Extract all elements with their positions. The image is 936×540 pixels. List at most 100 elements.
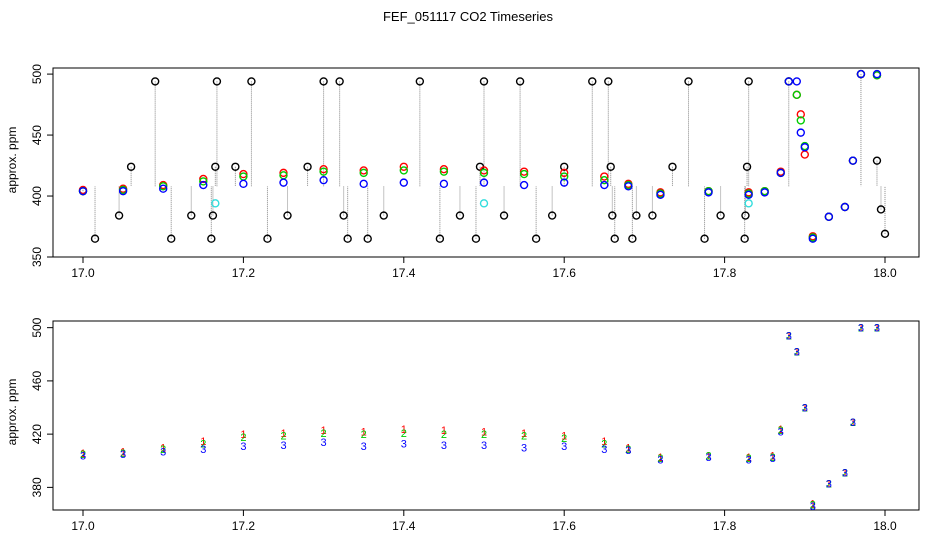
bottom-point-label: 1 [280,428,286,440]
bottom-point-label: 2 [874,323,880,335]
top-x-tick-label: 17.8 [713,266,737,280]
top-point-red [399,162,408,171]
top-point-blue [359,179,368,189]
bottom-point-label: 2 [481,429,487,441]
top-point-red [519,167,529,176]
bottom-point-label: 2 [794,347,800,359]
top-point-red [199,174,208,184]
bottom-point-label: 3 [874,323,880,335]
bottom-point-label: 2 [120,448,126,460]
top-point-black [499,211,509,220]
bottom-point-label: 2 [705,450,711,462]
bottom-point-label: 3 [746,454,752,466]
top-point-black [740,234,749,243]
top-point-green [479,168,489,178]
top-point-black [716,211,725,220]
bottom-point-label: 2 [361,429,367,441]
bottom-x-tick-label: 17.8 [713,519,737,533]
bottom-point-label: 3 [80,450,86,462]
bottom-point-label: 2 [802,403,808,415]
top-point-black [515,77,525,86]
top-point-black [335,77,344,86]
top-point-blue [118,186,128,196]
bottom-y-axis: 380 420 460 500 [30,317,53,497]
bottom-point-label: 2 [321,428,327,440]
top-plot-frame [52,67,920,258]
bottom-point-label: 2 [240,432,246,444]
top-point-black [876,205,886,214]
top-point-blue [840,202,850,212]
top-point-blue [872,69,882,79]
bottom-point-label: 1 [826,478,832,490]
bottom-point-label: 3 [441,440,447,452]
top-point-black [531,234,541,243]
bottom-point-label: 3 [705,452,711,464]
top-point-black [363,234,372,243]
bottom-point-label: 3 [810,501,816,513]
bottom-point-label: 2 [200,438,206,450]
bottom-plot-frame [52,320,920,511]
bottom-point-label: 1 [850,417,856,429]
bottom-x-tick-label: 17.0 [71,519,95,533]
top-point-black [303,162,312,171]
top-point-black [560,162,569,171]
bottom-point-label: 2 [160,444,166,456]
top-point-blue [784,77,793,86]
top-point-green [792,90,801,100]
top-x-axis: 17.0 17.2 17.4 17.6 17.8 18.0 [71,257,897,280]
bottom-point-label: 1 [794,347,800,359]
top-point-blue [439,179,449,189]
top-point-blue [560,178,569,187]
top-point-black [379,211,388,220]
top-point-blue [808,234,818,243]
top-point-black [606,162,615,171]
top-point-blue [776,168,785,178]
top-point-green [560,172,569,181]
top-point-black [167,234,176,243]
top-point-blue [600,180,609,190]
top-point-green [158,182,168,191]
top-point-black [90,234,100,243]
bottom-y-tick-label: 380 [30,477,44,497]
top-point-black [211,162,220,171]
bottom-point-label: 3 [802,403,808,415]
top-point-black [668,162,677,171]
bottom-point-label: 2 [657,453,663,465]
top-point-black [283,211,292,220]
top-point-black [880,229,890,239]
top-point-blue [158,184,168,193]
top-point-green [439,167,449,176]
bottom-point-label: 1 [240,429,246,441]
top-point-black [455,211,465,220]
bottom-point-label: 2 [401,428,407,440]
bottom-point-label: 1 [160,442,166,454]
bottom-point-label: 2 [770,452,776,464]
top-x-tick-label: 18.0 [873,266,897,280]
top-point-black [684,77,693,86]
top-point-red [239,169,248,179]
top-point-black [435,234,445,243]
top-point-blue [800,143,809,152]
bottom-point-label: 2 [601,438,607,450]
top-point-cyan [744,199,753,208]
bottom-point-label: 1 [746,452,752,464]
bottom-point-label: 2 [625,444,631,456]
bottom-point-label: 3 [160,446,166,458]
top-point-black [126,162,136,171]
top-point-blue [824,212,834,221]
top-point-green [399,166,408,175]
bottom-point-label: 3 [561,441,567,453]
bottom-point-label: 1 [842,468,848,480]
bottom-point-label: 1 [858,323,864,335]
top-point-black [343,234,352,243]
bottom-point-label: 3 [200,444,206,456]
top-point-green [319,167,328,176]
top-point-red [359,166,368,175]
bottom-point-label: 3 [770,453,776,465]
bottom-point-label: 1 [80,448,86,460]
bottom-point-label: 2 [80,449,86,461]
top-point-black [648,211,657,220]
top-point-black [319,77,328,86]
top-point-blue [656,190,665,200]
